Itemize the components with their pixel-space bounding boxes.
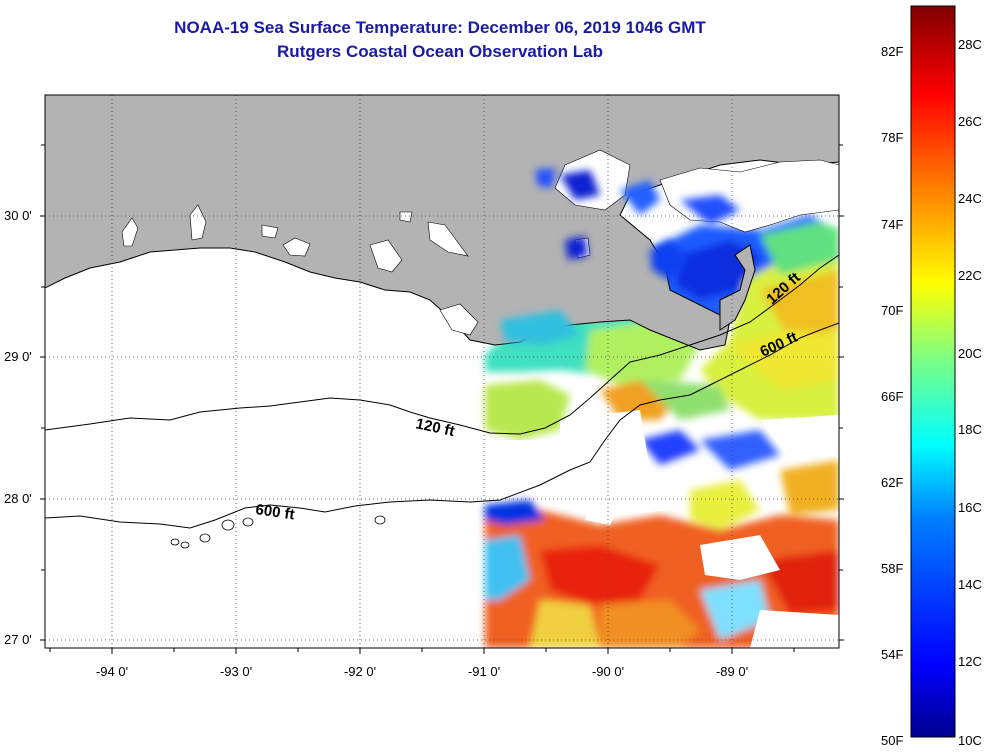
- inland-water: [500, 168, 740, 345]
- lat-label-30: 30 0': [4, 208, 32, 223]
- contour-120ft: [45, 254, 839, 435]
- colorbar-c-label: 28C: [958, 37, 982, 52]
- colorbar-c-label: 14C: [958, 577, 982, 592]
- colorbar-c-label: 18C: [958, 422, 982, 437]
- colorbar: [910, 5, 956, 738]
- delta-land: [719, 244, 756, 331]
- contour-islands: [170, 515, 386, 549]
- lon-label-90: -90 0': [591, 664, 625, 679]
- colorbar-f-label: 62F: [881, 475, 904, 490]
- colorbar-f-label: 78F: [881, 130, 904, 145]
- lon-label-92: -92 0': [343, 664, 377, 679]
- colorbar-c-label: 22C: [958, 268, 982, 283]
- contour-label-600ft-west: 600 ft: [254, 501, 295, 523]
- colorbar-f-label: 58F: [881, 561, 904, 576]
- lon-label-94: -94 0': [95, 664, 129, 679]
- lat-label-27: 27 0': [4, 632, 32, 647]
- colorbar-c-label: 26C: [958, 114, 982, 129]
- colorbar-c-label: 12C: [958, 654, 982, 669]
- axis-ticks: [40, 144, 844, 654]
- map-frame: [44, 94, 840, 649]
- lon-label-91: -91 0': [467, 664, 501, 679]
- sst-data-field: [485, 215, 839, 648]
- colorbar-f-label: 66F: [881, 389, 904, 404]
- colorbar-f-label: 82F: [881, 44, 904, 59]
- contour-600ft: [45, 322, 839, 529]
- lon-label-89: -89 0': [715, 664, 749, 679]
- colorbar-f-label: 50F: [881, 733, 904, 748]
- map-title: NOAA-19 Sea Surface Temperature: Decembe…: [174, 18, 706, 37]
- colorbar-c-label: 10C: [958, 733, 982, 748]
- colorbar-c-label: 24C: [958, 191, 982, 206]
- colorbar-f-label: 74F: [881, 217, 904, 232]
- colorbar-c-label: 16C: [958, 500, 982, 515]
- colorbar-c-label: 20C: [958, 346, 982, 361]
- cloud-mask: [485, 410, 839, 648]
- colorbar-f-label: 70F: [881, 303, 904, 318]
- lat-label-29: 29 0': [4, 349, 32, 364]
- lon-label-93: -93 0': [219, 664, 253, 679]
- graticule: [45, 95, 839, 648]
- colorbar-f-label: 54F: [881, 647, 904, 662]
- lat-label-28: 28 0': [4, 491, 32, 506]
- map-subtitle: Rutgers Coastal Ocean Observation Lab: [277, 42, 603, 61]
